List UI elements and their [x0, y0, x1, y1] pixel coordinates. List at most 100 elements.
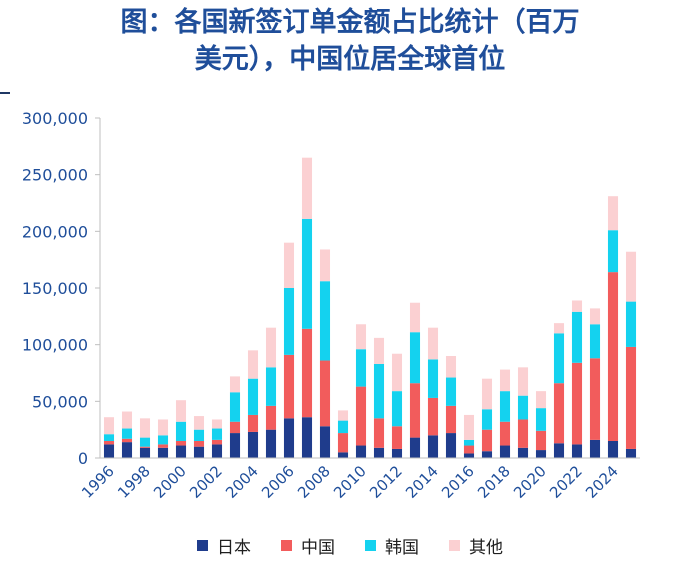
bar-china-2011	[373, 418, 385, 448]
bar-korea-2025	[625, 301, 637, 347]
bar-china-1996	[103, 441, 115, 445]
bar-other-2020	[535, 391, 547, 409]
bar-japan-2005	[265, 429, 277, 458]
bar-korea-2021	[553, 333, 565, 384]
bar-korea-1997	[121, 428, 133, 439]
legend-label-other: 其他	[469, 538, 503, 558]
x-tick-label: 2006	[258, 462, 298, 502]
legend-swatch-japan	[197, 540, 208, 551]
bar-other-2004	[247, 350, 259, 379]
bar-china-2002	[211, 439, 223, 445]
x-tick-label: 2014	[402, 462, 442, 502]
bar-china-2020	[535, 430, 547, 451]
bar-korea-2004	[247, 378, 259, 415]
bar-china-2014	[427, 397, 439, 436]
bar-japan-2009	[337, 452, 349, 458]
bar-china-2010	[355, 386, 367, 446]
bar-korea-2011	[373, 363, 385, 419]
bar-other-2007	[301, 157, 313, 219]
bar-other-2003	[229, 376, 241, 393]
bar-china-2012	[391, 426, 403, 449]
bar-china-2001	[193, 441, 205, 447]
bar-korea-2017	[481, 409, 493, 430]
bar-other-2017	[481, 378, 493, 410]
x-tick-label: 2022	[546, 462, 586, 502]
x-tick-label: 2018	[474, 462, 514, 502]
y-tick-label: 250,000	[22, 166, 88, 185]
bar-other-2000	[175, 400, 187, 422]
bar-other-2006	[283, 242, 295, 288]
y-tick-label: 300,000	[22, 109, 88, 128]
bar-korea-2003	[229, 392, 241, 422]
bar-japan-2020	[535, 450, 547, 458]
bar-other-2025	[625, 251, 637, 302]
bar-china-2013	[409, 383, 421, 438]
bar-korea-2023	[589, 324, 601, 359]
bar-china-2017	[481, 429, 493, 452]
title-underline-mark	[0, 92, 10, 94]
bar-japan-2000	[175, 445, 187, 458]
bar-japan-2015	[445, 433, 457, 458]
bar-japan-2021	[553, 443, 565, 458]
bar-other-1999	[157, 419, 169, 436]
bar-china-2005	[265, 405, 277, 430]
chart-title-line-1: 图：各国新签订单金额占比统计（百万	[120, 7, 580, 38]
bar-korea-2024	[607, 230, 619, 273]
bar-china-2015	[445, 405, 457, 434]
x-tick-label: 1998	[114, 462, 154, 502]
bar-japan-2016	[463, 453, 475, 458]
bar-other-2015	[445, 356, 457, 378]
bar-korea-2019	[517, 395, 529, 420]
bar-korea-1996	[103, 434, 115, 441]
bar-japan-2003	[229, 433, 241, 458]
bar-korea-2012	[391, 391, 403, 427]
bar-other-2002	[211, 419, 223, 429]
bar-china-2022	[571, 362, 583, 445]
bar-japan-2013	[409, 437, 421, 458]
legend-label-china: 中国	[301, 538, 335, 558]
bar-china-2003	[229, 421, 241, 434]
bar-other-2014	[427, 327, 439, 360]
bar-china-2018	[499, 421, 511, 446]
bar-japan-2004	[247, 431, 259, 458]
bar-japan-2008	[319, 426, 331, 458]
bar-japan-2018	[499, 445, 511, 458]
y-tick-label: 0	[78, 449, 88, 468]
bar-other-1996	[103, 417, 115, 435]
bar-japan-2017	[481, 451, 493, 458]
bar-japan-2025	[625, 448, 637, 458]
bar-other-2016	[463, 414, 475, 440]
x-tick-label: 2004	[222, 462, 262, 502]
bar-korea-2020	[535, 408, 547, 431]
bar-japan-2010	[355, 445, 367, 458]
bar-china-2023	[589, 358, 601, 440]
legend-item-korea: 韩国	[365, 533, 419, 558]
x-tick-label: 2012	[366, 462, 406, 502]
bar-korea-2022	[571, 311, 583, 363]
bar-other-2008	[319, 249, 331, 282]
bar-japan-1996	[103, 444, 115, 458]
bar-korea-1999	[157, 435, 169, 445]
bar-other-2001	[193, 416, 205, 430]
legend-item-japan: 日本	[197, 533, 251, 558]
bar-korea-2002	[211, 428, 223, 440]
bar-other-2005	[265, 327, 277, 368]
legend-swatch-other	[449, 540, 460, 551]
bar-china-2007	[301, 328, 313, 418]
bar-japan-2022	[571, 444, 583, 458]
bar-japan-2002	[211, 444, 223, 458]
bar-japan-2023	[589, 439, 601, 458]
bar-other-2013	[409, 302, 421, 333]
x-tick-label: 2024	[582, 462, 622, 502]
bar-korea-2010	[355, 349, 367, 387]
bar-china-2006	[283, 354, 295, 419]
bar-china-1998	[139, 446, 151, 448]
bar-korea-2006	[283, 288, 295, 355]
bar-japan-1998	[139, 447, 151, 458]
bar-china-2004	[247, 414, 259, 432]
bar-japan-2007	[301, 417, 313, 458]
bar-other-1997	[121, 411, 133, 429]
bar-japan-2024	[607, 441, 619, 458]
bar-japan-2019	[517, 447, 529, 458]
y-tick-label: 100,000	[22, 336, 88, 355]
